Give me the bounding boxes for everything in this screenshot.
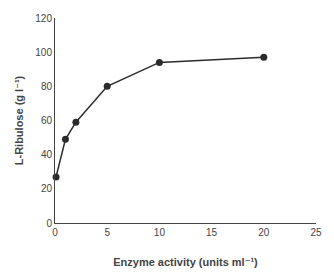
svg-text:25: 25 xyxy=(310,227,322,238)
svg-text:20: 20 xyxy=(41,183,53,194)
svg-text:120: 120 xyxy=(35,13,52,24)
svg-text:5: 5 xyxy=(104,227,110,238)
svg-text:100: 100 xyxy=(35,47,52,58)
svg-text:0: 0 xyxy=(46,218,52,229)
svg-text:20: 20 xyxy=(258,227,270,238)
svg-text:Enzyme activity (units ml⁻¹): Enzyme activity (units ml⁻¹) xyxy=(113,256,258,268)
svg-text:0: 0 xyxy=(52,227,58,238)
svg-text:40: 40 xyxy=(41,149,53,160)
svg-text:80: 80 xyxy=(41,81,53,92)
svg-text:10: 10 xyxy=(154,227,166,238)
svg-text:15: 15 xyxy=(206,227,218,238)
svg-text:60: 60 xyxy=(41,115,53,126)
svg-text:L-Ribulose (g l⁻¹): L-Ribulose (g l⁻¹) xyxy=(13,75,25,165)
